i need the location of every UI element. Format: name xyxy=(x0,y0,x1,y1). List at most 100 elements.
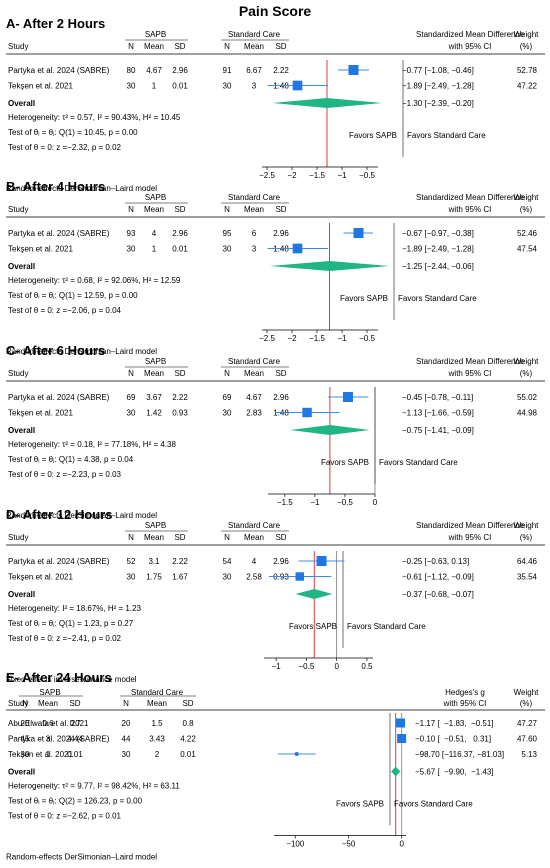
effect-header-ci: with 95% CI xyxy=(448,369,492,378)
study-mean-standard: 3 xyxy=(252,82,257,91)
study-mean-sapb: 1.42 xyxy=(146,409,162,418)
study-mean-standard: 4.67 xyxy=(246,393,262,402)
study-header: Study xyxy=(8,42,28,51)
sd-header: SD xyxy=(275,369,286,378)
panel-title: D- After 12 Hours xyxy=(6,507,112,522)
study-sd-sapb: 2.96 xyxy=(172,229,188,238)
sd-header: SD xyxy=(174,533,185,542)
study-sd-standard: 2.96 xyxy=(273,557,289,566)
study-n-standard: 30 xyxy=(223,409,232,418)
overall-diamond xyxy=(270,261,389,271)
study-mean-standard: 1.5 xyxy=(151,719,163,728)
study-point-marker xyxy=(353,228,364,238)
study-point-marker xyxy=(292,243,303,254)
effect-header-ci: with 95% CI xyxy=(448,205,492,214)
study-ci-text: −0.67 [−0.97, −0.38] xyxy=(402,229,474,238)
study-n-standard: 20 xyxy=(122,719,131,728)
heterogeneity-stat: Test of θᵢ = θⱼ: Q(1) = 10.45, p = 0.00 xyxy=(8,128,138,137)
heterogeneity-stat: Test of θᵢ = θⱼ: Q(2) = 126.23, p = 0.00 xyxy=(8,797,143,806)
overall-ci-text: −1.25 [−2.44, −0.06] xyxy=(402,262,474,271)
x-tick-label: −0.5 xyxy=(359,334,375,343)
mean-header: Mean xyxy=(144,369,164,378)
x-tick-label: −1.5 xyxy=(309,334,325,343)
study-ci-text: −98.70 [−116.37, −81.03] xyxy=(415,750,504,759)
study-mean-sapb: 4 xyxy=(152,229,157,238)
study-sd-standard: 0.8 xyxy=(182,719,194,728)
x-tick-label: −0.5 xyxy=(298,662,314,671)
x-tick-label: −100 xyxy=(286,840,305,849)
n-header: N xyxy=(224,533,230,542)
study-sd-sapb: 2.22 xyxy=(172,393,188,402)
study-n-sapb: 69 xyxy=(127,393,136,402)
overall-diamond xyxy=(391,766,401,777)
x-tick-label: −1 xyxy=(310,498,320,507)
study-name: Partyka et al. 2024 (SABRE) xyxy=(8,393,110,402)
panel-e: E- After 24 Hours SAPB Standard Care Hedges… xyxy=(6,670,545,862)
study-n-standard: 30 xyxy=(223,82,232,91)
x-tick-label: −1.5 xyxy=(277,498,293,507)
panel-title: B- After 4 Hours xyxy=(6,179,105,194)
x-tick-label: 0 xyxy=(334,662,339,671)
study-name: Partyka et al. 2024 (SABRE) xyxy=(8,66,110,75)
study-header: Study xyxy=(8,533,28,542)
study-ci-text: −1.89 [−2.49, −1.28] xyxy=(402,245,474,254)
sd-header: SD xyxy=(174,42,185,51)
study-name: Tekşen et al. 2021 xyxy=(8,409,73,418)
study-mean-standard: 2.58 xyxy=(246,573,262,582)
group-standard-care-header: Standard Care xyxy=(131,688,184,697)
panel-title: C- After 6 Hours xyxy=(6,343,105,358)
study-weight: 52.46 xyxy=(517,229,538,238)
effect-header: Standardized Mean Difference xyxy=(416,193,524,202)
study-point-marker xyxy=(395,718,405,728)
study-mean-sapb: 1 xyxy=(46,750,51,759)
study-n-sapb: 30 xyxy=(127,409,136,418)
x-tick-label: −0.5 xyxy=(337,498,353,507)
favors-sapb-label: Favors SAPB xyxy=(340,294,388,303)
study-ci-text: −0.45 [−0.78, −0.11] xyxy=(402,393,473,402)
study-sd-standard: 2.22 xyxy=(273,66,289,75)
study-sd-sapb: 0.01 xyxy=(172,82,188,91)
group-sapb-header: SAPB xyxy=(145,521,166,530)
study-n-standard: 69 xyxy=(223,393,232,402)
study-n-sapb: 20 xyxy=(21,719,30,728)
weight-header: Weight xyxy=(514,688,540,697)
overall-ci-text: −0.75 [−1.41, −0.09] xyxy=(402,426,474,435)
study-sd-standard: 2.96 xyxy=(273,229,289,238)
study-point-marker xyxy=(348,65,359,75)
study-sd-sapb: 2.96 xyxy=(172,66,188,75)
model-note: Fixed-effects inverse-variance model xyxy=(6,675,137,684)
sd-header: SD xyxy=(275,533,286,542)
study-mean-sapb: 1 xyxy=(152,245,157,254)
mean-header: Mean xyxy=(244,205,264,214)
study-name: Tekşen et al. 2021 xyxy=(8,573,73,582)
group-standard-care-header: Standard Care xyxy=(228,30,281,39)
study-ci-text: −1.89 [−2.49, −1.28] xyxy=(402,82,474,91)
heterogeneity-stat: Test of θ = 0: z =−2.41, p = 0.02 xyxy=(8,634,122,643)
weight-header-unit: (%) xyxy=(520,533,533,542)
effect-header-ci: with 95% CI xyxy=(448,533,492,542)
study-sd-sapb: 0.93 xyxy=(172,409,188,418)
study-mean-sapb: 1.75 xyxy=(146,573,162,582)
study-mean-standard: 6.67 xyxy=(246,66,262,75)
heterogeneity-stat: Heterogeneity: τ² = 0.57, I² = 90.43%, H… xyxy=(8,113,181,122)
study-name: Tekşen et al. 2021 xyxy=(8,245,73,254)
sd-header: SD xyxy=(275,205,286,214)
study-weight: 47.54 xyxy=(517,245,538,254)
heterogeneity-stat: Test of θ = 0: z =−2.06, p = 0.04 xyxy=(8,306,122,315)
study-n-standard: 30 xyxy=(223,245,232,254)
sd-header: SD xyxy=(69,699,80,708)
study-sd-sapb: 1.67 xyxy=(172,573,188,582)
effect-header-ci: with 95% CI xyxy=(443,699,487,708)
mean-header: Mean xyxy=(144,533,164,542)
n-header: N xyxy=(224,42,230,51)
x-tick-label: −2.5 xyxy=(259,334,275,343)
heterogeneity-stat: Test of θ = 0: z =−2.62, p = 0.01 xyxy=(8,812,122,821)
effect-header: Standardized Mean Difference xyxy=(416,521,524,530)
favors-sapb-label: Favors SAPB xyxy=(289,622,337,631)
study-sd-standard: 1.48 xyxy=(273,409,289,418)
heterogeneity-stat: Test of θᵢ = θⱼ: Q(1) = 12.59, p = 0.00 xyxy=(8,291,138,300)
n-header: N xyxy=(22,699,28,708)
study-n-sapb: 30 xyxy=(21,750,30,759)
overall-label: Overall xyxy=(8,768,35,777)
study-n-standard: 91 xyxy=(223,66,232,75)
